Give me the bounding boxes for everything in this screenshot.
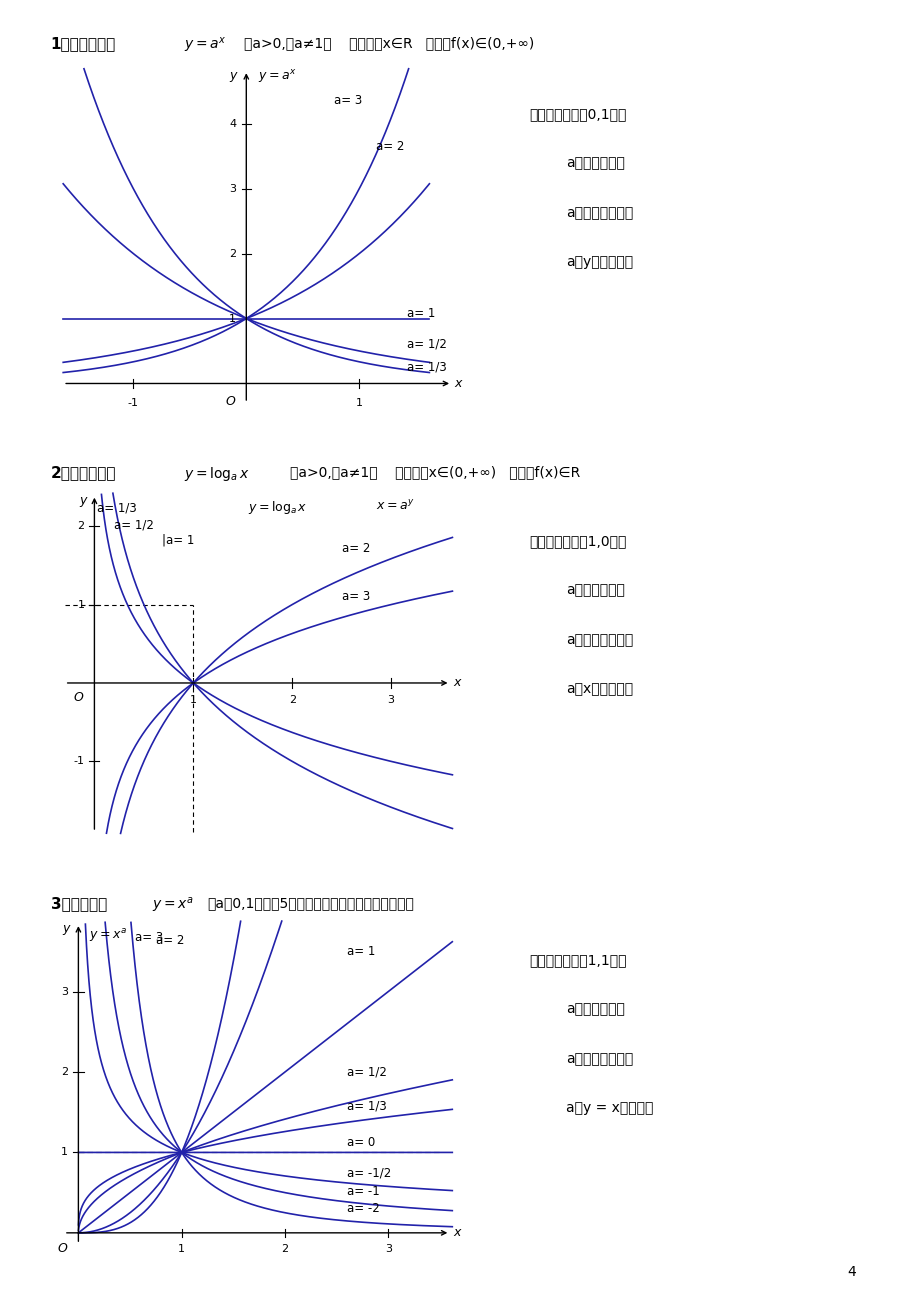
Text: 性质：过定点（1,1）；: 性质：过定点（1,1）； xyxy=(528,953,626,967)
Text: $O$: $O$ xyxy=(74,691,85,704)
Text: a= 2: a= 2 xyxy=(341,542,369,555)
Text: a值影响增减性；: a值影响增减性； xyxy=(565,206,632,220)
Text: 1: 1 xyxy=(189,695,197,704)
Text: a= -1/2: a= -1/2 xyxy=(346,1167,391,1180)
Text: $O$: $O$ xyxy=(57,1242,68,1255)
Text: a= 1/2: a= 1/2 xyxy=(114,518,153,531)
Text: a= 1/2: a= 1/2 xyxy=(346,1065,386,1078)
Text: a倒y = x对称性。: a倒y = x对称性。 xyxy=(565,1101,652,1116)
Text: a倒y轴对称性。: a倒y轴对称性。 xyxy=(565,255,632,270)
Text: （a由0,1隔开分5种情况，分别讨论定义域和值域）: （a由0,1隔开分5种情况，分别讨论定义域和值域） xyxy=(207,896,414,910)
Text: （a>0,且a≠1）    定义域：x∈R   值域：f(x)∈(0,+∞): （a>0,且a≠1） 定义域：x∈R 值域：f(x)∈(0,+∞) xyxy=(244,36,533,51)
Text: 3: 3 xyxy=(61,987,68,996)
Text: 1、指数函数：: 1、指数函数： xyxy=(51,36,116,52)
Text: a= 3: a= 3 xyxy=(341,590,369,603)
Text: 性质：过定点（1,0）；: 性质：过定点（1,0）； xyxy=(528,534,626,548)
Text: $x$: $x$ xyxy=(453,1226,462,1240)
Text: |a= 1: |a= 1 xyxy=(162,534,194,547)
Text: 2: 2 xyxy=(229,249,236,259)
Text: a= 1/3: a= 1/3 xyxy=(346,1099,386,1112)
Text: a值变化规律；: a值变化规律； xyxy=(565,156,624,171)
Text: $y=x^a$: $y=x^a$ xyxy=(88,927,127,944)
Text: a倒x轴对称性。: a倒x轴对称性。 xyxy=(565,682,632,697)
Text: a值影响增减性；: a值影响增减性； xyxy=(565,1052,632,1066)
Text: $x=a^y$: $x=a^y$ xyxy=(376,499,414,513)
Text: -1: -1 xyxy=(74,756,85,767)
Text: $y=\log_a x$: $y=\log_a x$ xyxy=(247,499,307,516)
Text: $x$: $x$ xyxy=(454,378,463,391)
Text: a= -1: a= -1 xyxy=(346,1185,380,1198)
Text: 3: 3 xyxy=(387,695,394,704)
Text: a= -2: a= -2 xyxy=(346,1202,380,1215)
Text: a= 2: a= 2 xyxy=(376,139,404,152)
Text: 4: 4 xyxy=(229,118,236,129)
Text: $x$: $x$ xyxy=(453,677,463,690)
Text: 3: 3 xyxy=(384,1245,391,1254)
Text: 2、对数函数：: 2、对数函数： xyxy=(51,465,116,480)
Text: 1: 1 xyxy=(178,1245,185,1254)
Text: 1: 1 xyxy=(77,599,85,609)
Text: （a>0,且a≠1）    定义域：x∈(0,+∞)   值域：f(x)∈R: （a>0,且a≠1） 定义域：x∈(0,+∞) 值域：f(x)∈R xyxy=(289,465,579,479)
Text: 4: 4 xyxy=(845,1264,855,1279)
Text: 2: 2 xyxy=(281,1245,289,1254)
Text: $y=\log_a x$: $y=\log_a x$ xyxy=(184,465,250,483)
Text: $y=x^a$: $y=x^a$ xyxy=(152,896,193,915)
Text: 1: 1 xyxy=(61,1147,68,1157)
Text: 性质：过定点（0,1）；: 性质：过定点（0,1）； xyxy=(528,107,626,121)
Text: a= 1/3: a= 1/3 xyxy=(96,501,137,514)
Text: 3、幂函数：: 3、幂函数： xyxy=(51,896,107,911)
Text: $y$: $y$ xyxy=(62,923,72,937)
Text: $O$: $O$ xyxy=(224,396,236,409)
Text: $y$: $y$ xyxy=(78,495,88,509)
Text: a= 1: a= 1 xyxy=(346,945,375,958)
Text: 1: 1 xyxy=(356,398,362,408)
Text: a= 3: a= 3 xyxy=(135,931,164,944)
Text: a= 1: a= 1 xyxy=(406,307,435,320)
Text: a= 2: a= 2 xyxy=(155,934,184,947)
Text: a= 1/3: a= 1/3 xyxy=(406,361,446,374)
Text: 2: 2 xyxy=(61,1068,68,1077)
Text: 3: 3 xyxy=(229,184,236,194)
Text: a值影响增减性；: a值影响增减性； xyxy=(565,633,632,647)
Text: a值变化规律；: a值变化规律； xyxy=(565,583,624,598)
Text: a值变化规律；: a值变化规律； xyxy=(565,1003,624,1017)
Text: $y=a^x$: $y=a^x$ xyxy=(257,68,296,86)
Text: a= 1/2: a= 1/2 xyxy=(406,339,447,352)
Text: 2: 2 xyxy=(289,695,295,704)
Text: -1: -1 xyxy=(128,398,139,408)
Text: $y=a^x$: $y=a^x$ xyxy=(184,36,226,56)
Text: a= 0: a= 0 xyxy=(346,1137,375,1150)
Text: 2: 2 xyxy=(77,521,85,531)
Text: a= 3: a= 3 xyxy=(335,94,362,107)
Text: $y$: $y$ xyxy=(228,70,238,85)
Text: 1: 1 xyxy=(229,314,236,323)
